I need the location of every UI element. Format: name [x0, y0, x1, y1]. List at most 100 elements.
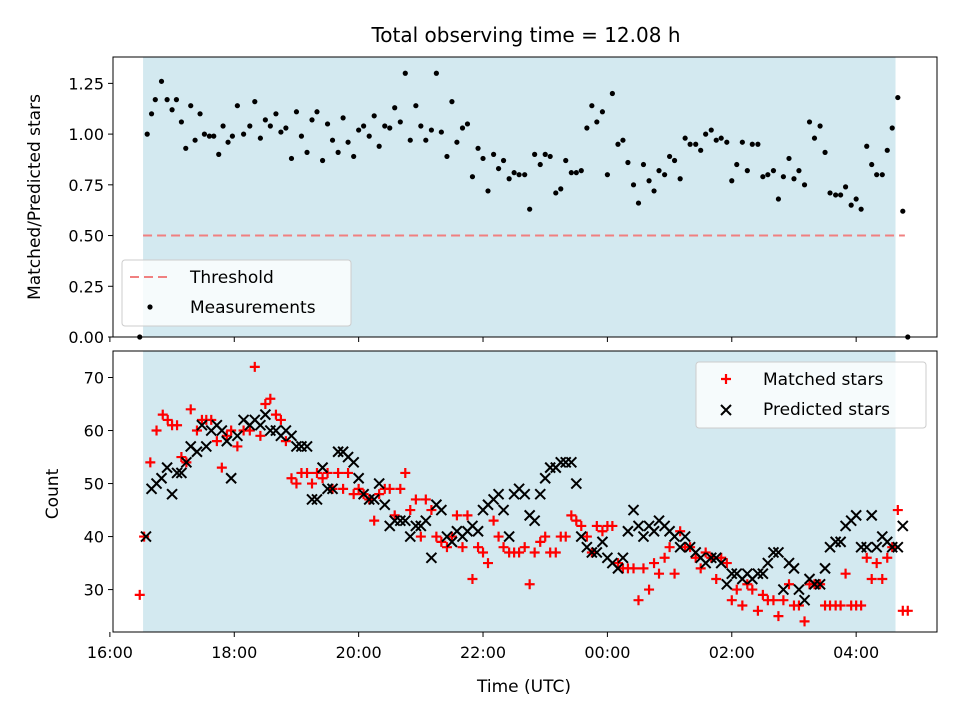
measurement-point	[749, 141, 755, 147]
measurement-point	[558, 186, 564, 192]
matched-star-point	[861, 552, 872, 563]
predicted-star-point	[420, 514, 432, 527]
predicted-star-point	[140, 530, 152, 543]
predicted-star-point	[752, 567, 764, 580]
measurement-point	[178, 119, 185, 125]
predicted-star-point	[161, 461, 173, 474]
predicted-star-point	[679, 530, 691, 543]
predicted-star-point	[555, 456, 567, 469]
measurement-point	[708, 127, 714, 133]
matched-star-point	[291, 478, 302, 489]
matched-star-point	[307, 478, 318, 489]
measurement-point	[858, 206, 864, 212]
predicted-star-point	[379, 499, 391, 511]
predicted-star-point	[617, 552, 629, 564]
top-y-tick-label: 1.00	[68, 125, 104, 144]
bottom-x-tick-label: 02:00	[709, 643, 755, 662]
predicted-star-point	[200, 440, 212, 453]
matched-star-point	[644, 584, 655, 595]
predicted-star-point	[586, 546, 598, 559]
bottom-y-tick-label: 70	[84, 369, 104, 388]
predicted-star-point	[518, 488, 531, 500]
measurement-point	[309, 117, 315, 123]
measurement-point	[201, 131, 208, 137]
measurement-point	[454, 139, 460, 145]
measurement-point	[335, 149, 341, 155]
bottom-x-tick-label: 20:00	[336, 643, 382, 662]
measurement-point	[220, 123, 226, 129]
measurement-point	[765, 172, 771, 178]
top-y-axis-label: Matched/Predicted stars	[25, 94, 45, 300]
predicted-star-point	[834, 536, 847, 548]
matched-star-point	[690, 552, 701, 563]
matched-star-point	[482, 558, 493, 569]
matched-star-point	[669, 568, 680, 579]
predicted-star-point	[793, 583, 805, 596]
predicted-star-point	[259, 408, 272, 421]
predicted-star-point	[627, 504, 640, 516]
predicted-star-point	[565, 456, 578, 469]
matched-star-point	[426, 505, 437, 516]
matched-star-point	[244, 425, 255, 436]
measurement-point	[842, 184, 849, 190]
matched-star-point	[591, 520, 602, 531]
matched-star-point	[405, 505, 416, 516]
measurement-point	[144, 131, 150, 137]
measurement-point	[438, 129, 444, 135]
predicted-star-point	[435, 504, 448, 516]
measurement-point	[464, 121, 471, 127]
measurement-point	[884, 147, 890, 153]
predicted-star-point	[772, 546, 785, 559]
bottom-y-axis-label: Count	[43, 468, 63, 519]
matched-star-point	[270, 409, 281, 420]
measurement-point	[418, 123, 424, 129]
predicted-star-point	[503, 530, 515, 543]
measurement-point	[786, 155, 792, 162]
measurement-point	[718, 135, 724, 141]
legend-predicted-label: Predicted stars	[763, 400, 890, 420]
measurement-point	[729, 178, 735, 184]
measurement-point	[485, 188, 491, 194]
matched-star-point	[871, 558, 882, 569]
predicted-star-point	[285, 430, 298, 442]
measurement-point	[188, 103, 194, 109]
measurement-point	[827, 190, 833, 196]
predicted-star-point	[404, 530, 416, 543]
top-y-tick-label: 0.25	[68, 277, 104, 296]
measurement-point	[257, 135, 263, 141]
measurement-point	[724, 139, 730, 145]
predicted-star-point	[216, 424, 228, 437]
measurement-point	[713, 137, 719, 143]
matched-star-point	[529, 547, 540, 558]
predicted-star-point	[166, 488, 178, 500]
measurement-point	[615, 141, 621, 147]
predicted-star-point	[394, 514, 407, 527]
top-y-tick-label: 0.50	[68, 227, 104, 246]
measurement-point	[739, 139, 745, 145]
matched-star-point	[835, 600, 846, 611]
matched-star-point	[145, 457, 156, 468]
predicted-star-point	[321, 483, 334, 495]
measurement-point	[811, 135, 818, 141]
measurement-point	[229, 133, 236, 139]
matched-star-point	[353, 483, 364, 494]
matched-star-point	[524, 579, 535, 590]
measurement-point	[164, 97, 170, 103]
measurement-point	[288, 155, 295, 162]
measurement-point	[609, 90, 615, 97]
matched-star-point	[716, 552, 727, 563]
matched-star-point	[462, 510, 473, 521]
measurement-point	[671, 157, 678, 164]
predicted-star-point	[363, 493, 375, 506]
matched-star-point	[191, 425, 202, 436]
predicted-star-point	[492, 488, 505, 500]
measurement-point	[651, 188, 657, 194]
measurement-point	[387, 125, 393, 131]
matched-star-point	[322, 467, 333, 478]
measurement-point	[604, 172, 611, 178]
measurement-point	[734, 161, 740, 168]
measurement-point	[278, 129, 284, 135]
matched-star-point	[731, 584, 742, 595]
measurement-point	[640, 161, 647, 168]
matched-star-point	[369, 515, 380, 526]
